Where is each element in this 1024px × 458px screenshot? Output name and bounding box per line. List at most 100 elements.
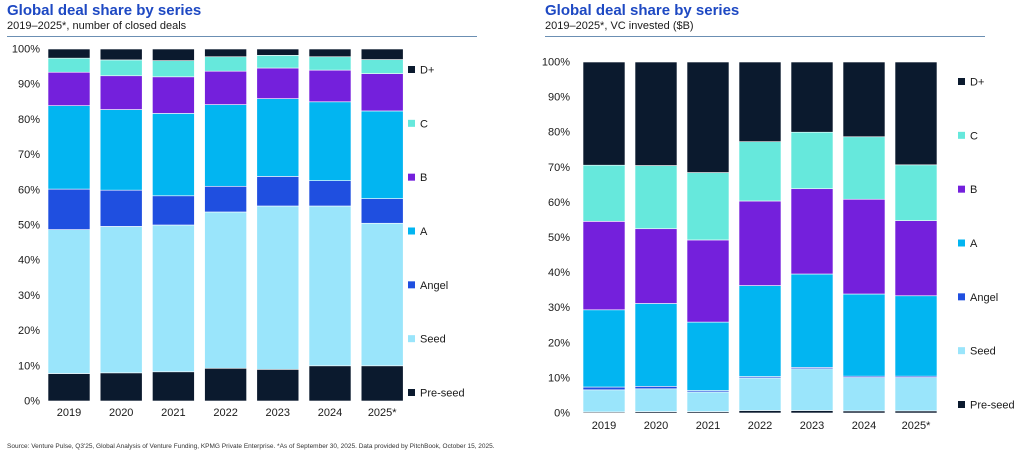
x-tick-label: 2024 (852, 420, 876, 432)
bar-segment-b (634, 228, 678, 304)
y-tick-label: 30% (18, 290, 40, 302)
x-tick-label: 2025* (368, 407, 397, 419)
legend-swatch-a (408, 227, 415, 235)
y-tick-label: 50% (548, 232, 570, 244)
y-tick-label: 50% (18, 220, 40, 232)
bar-segment-b (582, 221, 626, 311)
bar-segment-pre-seed (360, 365, 404, 402)
bar-segment-a (582, 309, 626, 388)
legend-swatch-a (958, 239, 965, 247)
chart-title: Global deal share by series (7, 2, 202, 19)
bar-segment-angel (634, 386, 678, 390)
bar-segment-d (790, 61, 834, 133)
bar-segment-d (256, 48, 300, 56)
bar-segment-seed (99, 226, 143, 374)
legend-label-angel: Angel (970, 292, 998, 304)
bar-segment-b (686, 239, 730, 323)
y-tick-label: 80% (548, 127, 570, 139)
bar-segment-angel (256, 176, 300, 207)
bar-segment-a (842, 293, 886, 377)
bar-segment-d (842, 61, 886, 138)
bar-segment-pre-seed (256, 369, 300, 402)
bar-segment-seed (894, 377, 938, 412)
bar-segment-c (790, 131, 834, 190)
bar-segment-angel (308, 180, 352, 207)
bar-segment-a (634, 303, 678, 387)
y-tick-label: 90% (548, 92, 570, 104)
legend-swatch-d (958, 78, 965, 85)
legend-swatch-b (408, 173, 415, 181)
bar-segment-pre-seed (152, 371, 195, 402)
bar-segment-seed (308, 205, 352, 367)
y-tick-label: 30% (548, 302, 570, 314)
bar-segment-seed (256, 205, 300, 370)
chart-title: Global deal share by series (545, 2, 740, 19)
y-tick-label: 10% (548, 372, 570, 384)
bar-segment-c (47, 57, 91, 73)
legend-label-b: B (970, 184, 977, 196)
bar-segment-pre-seed (738, 410, 782, 414)
bar-segment-a (204, 104, 247, 187)
bar-segment-pre-seed (894, 410, 938, 414)
legend-swatch-b (958, 185, 965, 193)
legend-label-seed: Seed (420, 334, 446, 346)
bar-segment-d (634, 61, 678, 166)
legend-label-d: D+ (420, 65, 434, 77)
bar-segment-seed (360, 222, 404, 367)
y-tick-label: 60% (18, 184, 40, 196)
y-tick-label: 70% (548, 162, 570, 174)
bar-segment-seed (634, 388, 678, 412)
y-tick-label: 70% (18, 149, 40, 161)
chart-subtitle: 2019–2025*, VC invested ($B) (545, 20, 694, 32)
bar-segment-seed (738, 377, 782, 411)
bar-segment-d (47, 48, 91, 59)
bar-segment-a (360, 110, 404, 199)
bar-segment-d (738, 61, 782, 142)
bar-segment-d (686, 61, 730, 173)
bar-segment-d (894, 61, 938, 166)
legend-label-a: A (970, 238, 978, 250)
bar-segment-pre-seed (308, 365, 352, 402)
legend-swatch-seed (958, 347, 965, 355)
bar-segment-c (204, 56, 247, 72)
deal-count-share-chart: 0% 10% 20% 30% 40% 50% 60% 70% 80% 90% 100% 2019 202… (12, 44, 465, 420)
bar-segment-b (308, 69, 352, 103)
chart-subtitle: 2019–2025*, number of closed deals (7, 20, 187, 32)
bar-segment-b (99, 75, 143, 110)
bar-segment-c (634, 165, 678, 230)
bar-segment-c (308, 56, 352, 71)
bar-segment-angel (204, 185, 247, 213)
title-rule (7, 36, 477, 37)
x-tick-label: 2020 (644, 420, 668, 432)
y-tick-label: 90% (18, 79, 40, 91)
source-note: Source: Venture Pulse, Q3'25, Global Ana… (7, 443, 495, 450)
legend-label-c: C (420, 118, 428, 130)
legend-swatch-d (408, 66, 415, 73)
bar-segment-c (152, 60, 195, 78)
legend-label-a: A (420, 226, 428, 238)
chart-panel-invested: Global deal share by series 2019–2025*, … (538, 0, 1024, 440)
bar-segment-angel (360, 198, 404, 224)
y-tick-label: 20% (18, 325, 40, 337)
bar-segment-a (308, 101, 352, 181)
bar-segment-b (360, 73, 404, 112)
bar-segment-b (204, 70, 247, 105)
bar-segment-b (47, 71, 91, 106)
y-tick-label: 100% (542, 57, 570, 69)
bar-segment-angel (99, 189, 143, 227)
y-tick-label: 60% (548, 197, 570, 209)
x-tick-label: 2019 (592, 420, 616, 432)
legend-label-angel: Angel (420, 280, 448, 292)
legend-label-seed: Seed (970, 346, 996, 358)
bar-segment-seed (204, 211, 247, 369)
bar-segment-a (894, 295, 938, 377)
vc-invested-share-chart: 0% 10% 20% 30% 40% 50% 60% 70% 80% 90% 100% 2019 202… (542, 57, 1015, 433)
chart-panel-deals: Global deal share by series 2019–2025*, … (0, 0, 512, 440)
legend-label-d: D+ (970, 77, 984, 89)
x-tick-label: 2020 (109, 407, 133, 419)
bar-segment-angel (582, 386, 626, 391)
bar-segment-pre-seed (204, 367, 247, 402)
bar-segment-d (360, 48, 404, 60)
bar-segment-seed (152, 224, 195, 373)
bar-segment-angel (47, 188, 91, 230)
